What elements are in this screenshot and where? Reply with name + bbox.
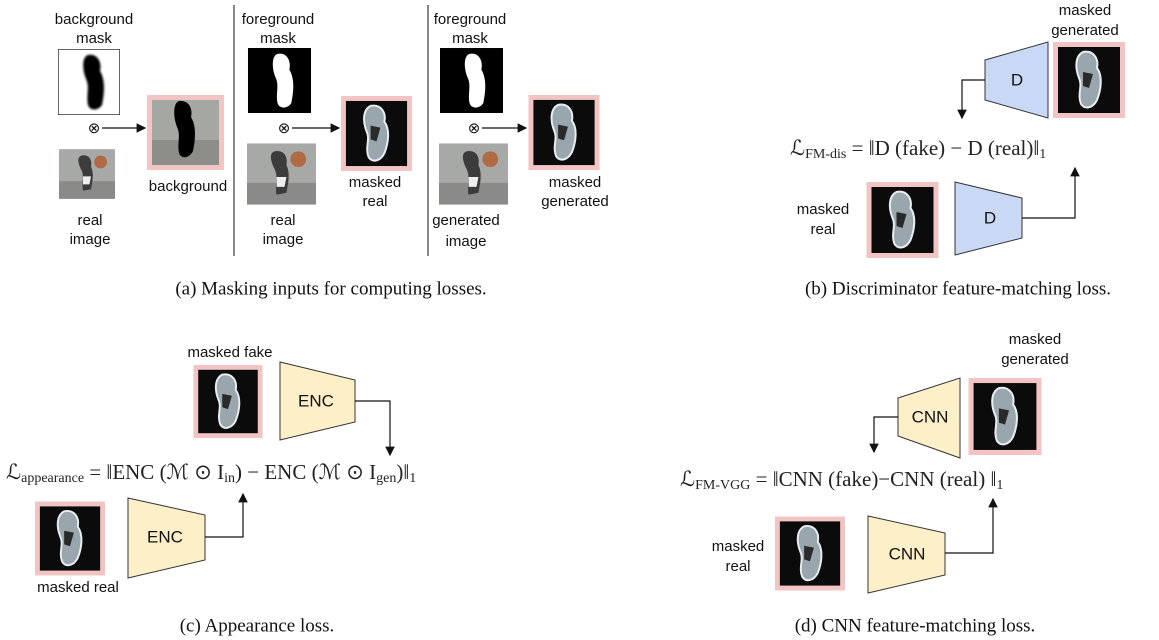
- formula-text: ℒ: [790, 136, 805, 160]
- label: generated: [1051, 22, 1119, 39]
- label: real: [362, 193, 387, 210]
- figure: background mask ⊗ real image background …: [0, 0, 1159, 640]
- block-label: ENC: [147, 527, 183, 546]
- formula-subscript: FM-VGG: [695, 478, 750, 493]
- formula-subscript: appearance: [21, 471, 84, 486]
- arrow: [355, 401, 390, 455]
- formula-text: ℒ: [680, 467, 695, 491]
- masked-image: [969, 378, 1042, 455]
- formula-subscript: 1: [996, 478, 1003, 493]
- formula: ℒFM-VGG = ‖CNN (fake)−CNN (real) ‖1: [680, 467, 1003, 493]
- caption: (d) CNN feature-matching loss.: [795, 615, 1036, 636]
- masked-image: [1053, 42, 1125, 118]
- block-label: ENC: [298, 391, 334, 410]
- masked-image: [35, 502, 105, 576]
- caption: (c) Appearance loss.: [180, 615, 335, 636]
- label: foreground: [242, 11, 315, 28]
- formula-text: = ‖CNN (fake)−CNN (real) ‖: [750, 467, 996, 491]
- generated-image: [439, 143, 508, 204]
- mask-image: [440, 48, 503, 113]
- label: masked fake: [187, 344, 272, 361]
- label: mask: [76, 30, 112, 47]
- label: generated: [541, 193, 609, 210]
- label: masked: [797, 201, 850, 218]
- masked-image: [528, 95, 599, 170]
- real-image: [247, 143, 316, 204]
- label: masked: [349, 174, 402, 191]
- label: real: [725, 558, 750, 575]
- label: generated: [432, 212, 500, 229]
- formula: ℒappearance = ‖ENC (ℳ ⊙ Iin) − ENC (ℳ ⊙ …: [6, 460, 416, 486]
- label: mask: [260, 30, 296, 47]
- formula-text: = ‖ENC (ℳ ⊙ I: [84, 460, 224, 484]
- label: image: [263, 231, 304, 248]
- formula-text: )‖: [396, 460, 409, 484]
- mask-image: [58, 49, 120, 115]
- label: masked: [549, 174, 602, 191]
- block-label: D: [1011, 70, 1023, 89]
- mask-image: [248, 48, 311, 113]
- formula-subscript: 1: [1039, 147, 1046, 162]
- label: masked: [712, 538, 765, 555]
- caption: (a) Masking inputs for computing losses.: [175, 278, 486, 299]
- arrow: [962, 80, 985, 118]
- block-label: CNN: [912, 407, 949, 426]
- label: real: [810, 221, 835, 238]
- masked-image: [341, 96, 412, 171]
- caption: (b) Discriminator feature-matching loss.: [805, 278, 1111, 299]
- formula-text: ) − ENC (ℳ ⊙ I: [235, 460, 376, 484]
- formula-subscript: in: [224, 471, 235, 486]
- label: image: [70, 231, 111, 248]
- block-label: CNN: [889, 544, 926, 563]
- arrow: [205, 494, 243, 537]
- label: image: [446, 233, 487, 250]
- operator: ⊗: [468, 120, 481, 137]
- operator: ⊗: [278, 120, 291, 137]
- label: real: [77, 212, 102, 229]
- label: masked real: [37, 579, 119, 596]
- background-image: [147, 95, 224, 170]
- real-image: [59, 149, 115, 199]
- formula-text: ℒ: [6, 460, 21, 484]
- label: real: [270, 212, 295, 229]
- masked-image: [193, 365, 262, 438]
- formula: ℒFM-dis = ‖D (fake) − D (real)‖1: [790, 136, 1046, 162]
- label: mask: [452, 30, 488, 47]
- arrow: [945, 499, 993, 553]
- label: masked: [1059, 2, 1112, 19]
- label: background: [149, 178, 227, 195]
- label: masked: [1009, 331, 1062, 348]
- label: background: [55, 11, 133, 28]
- arrow: [1022, 168, 1075, 218]
- operator: ⊗: [88, 120, 101, 137]
- formula-subscript: FM-dis: [805, 147, 846, 162]
- label: foreground: [434, 11, 507, 28]
- arrow: [874, 417, 898, 452]
- block-label: D: [984, 208, 996, 227]
- label: generated: [1001, 351, 1069, 368]
- formula-subscript: gen: [376, 471, 396, 486]
- masked-image: [867, 182, 939, 258]
- masked-image: [775, 517, 845, 591]
- formula-subscript: 1: [409, 471, 416, 486]
- formula-text: = ‖D (fake) − D (real)‖: [846, 136, 1039, 160]
